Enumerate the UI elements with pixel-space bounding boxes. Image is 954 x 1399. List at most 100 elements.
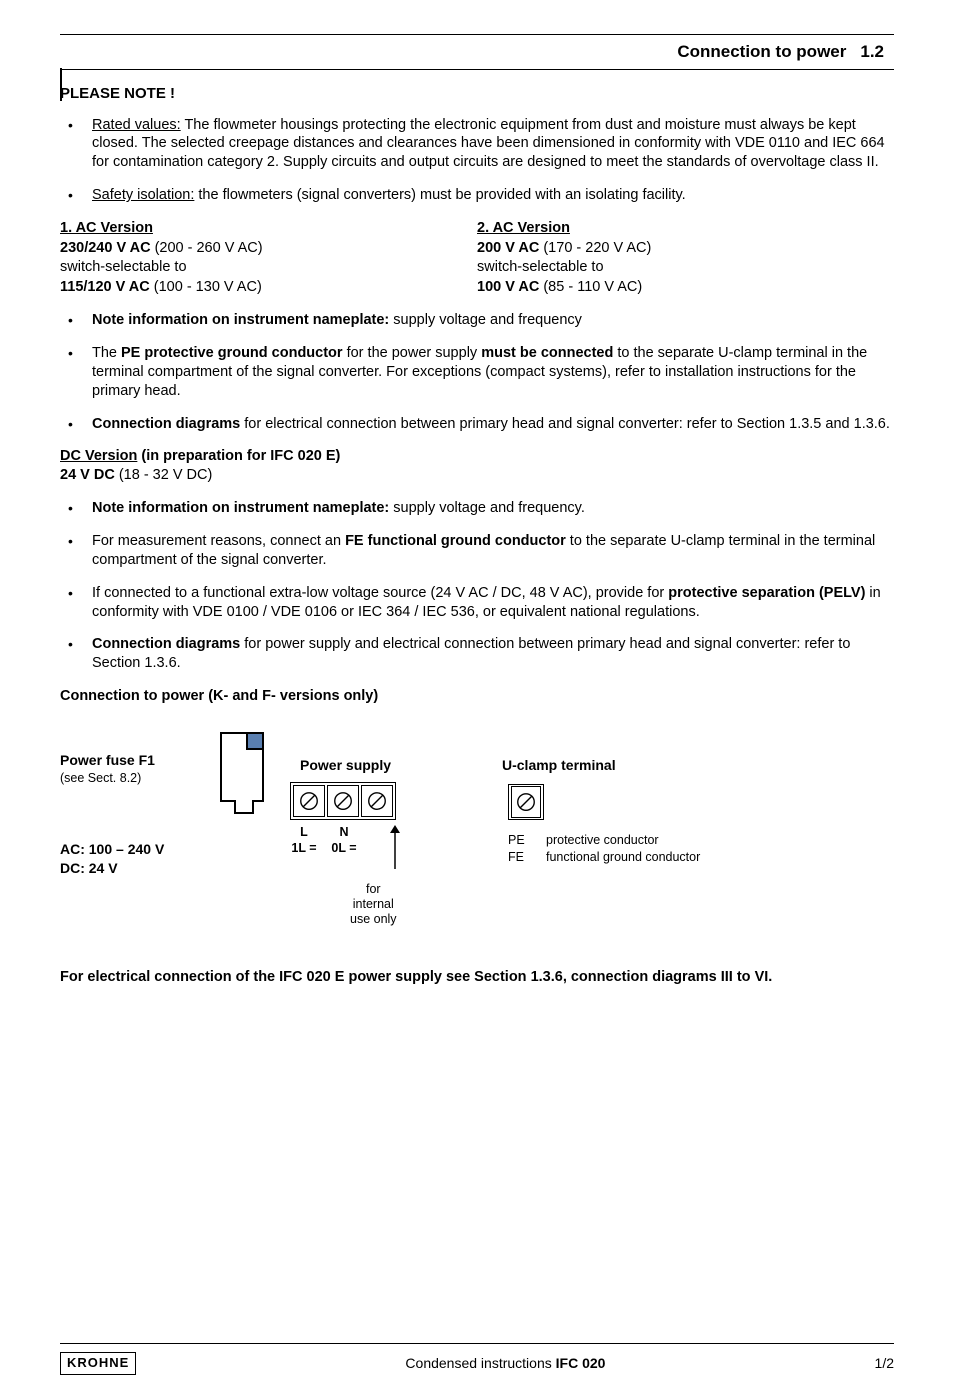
list-item: Connection diagrams for electrical conne… <box>60 415 894 434</box>
fuse-icon <box>220 732 264 802</box>
ac1-v1-range: (200 - 260 V AC) <box>151 240 263 256</box>
dc-v1: 24 V DC <box>60 467 115 483</box>
term-L: L <box>300 824 308 840</box>
ac-version-2: 2. AC Version 200 V AC (170 - 220 V AC) … <box>477 219 894 297</box>
footer-divider <box>60 1343 894 1345</box>
fuse-label-b: Power fuse F1 <box>60 752 155 768</box>
ac1-v2-range: (100 - 130 V AC) <box>150 279 262 295</box>
uclamp-terminal-icon <box>508 784 544 820</box>
fe-val: functional ground conductor <box>546 849 700 866</box>
rated-values-text: The flowmeter housings protecting the el… <box>92 117 885 171</box>
fe-pre: For measurement reasons, connect an <box>92 533 345 549</box>
ac2-switch: switch-selectable to <box>477 258 894 278</box>
pe-fe-legend: PE protective conductor FE functional gr… <box>508 832 700 866</box>
int-l2: internal <box>353 897 394 911</box>
header-left-bar <box>60 68 62 101</box>
terminal-l-icon <box>293 785 325 817</box>
list-item: The PE protective ground conductor for t… <box>60 344 894 401</box>
term-1L: 1L = <box>291 840 316 856</box>
pe-mid: for the power supply <box>343 345 482 361</box>
ac2-title: 2. AC Version <box>477 220 570 236</box>
fuse-label: Power fuse F1 (see Sect. 8.2) <box>60 752 155 787</box>
dc-version-block: DC Version (in preparation for IFC 020 E… <box>60 447 894 485</box>
term-0L: 0L = <box>331 840 356 856</box>
int-l1: for <box>366 882 381 896</box>
pe-pre: The <box>92 345 121 361</box>
pe-row: PE protective conductor <box>508 832 700 849</box>
after-diagram-note: For electrical connection of the IFC 020… <box>60 968 894 987</box>
dc-v1-range: (18 - 32 V DC) <box>115 467 213 483</box>
fuse-bottom-icon <box>234 800 254 814</box>
dc-title-u: DC Version <box>60 448 137 464</box>
term-label-n: N 0L = <box>324 824 364 857</box>
top-bullet-list: Rated values: The flowmeter housings pro… <box>60 116 894 205</box>
fuse-label-small: (see Sect. 8.2) <box>60 771 141 785</box>
int-l3: use only <box>350 912 397 926</box>
pe-b1: PE protective ground conductor <box>121 345 343 361</box>
acdc-line1: AC: 100 – 240 V <box>60 841 164 857</box>
terminal-row <box>290 782 396 820</box>
ac1-v2: 115/120 V AC <box>60 279 150 295</box>
brand-logo: KROHNE <box>60 1352 136 1375</box>
pe-val: protective conductor <box>546 832 659 849</box>
fe-b1: FE functional ground conductor <box>345 533 566 549</box>
ac2-v2-range: (85 - 110 V AC) <box>539 279 642 295</box>
ac-versions-block: 1. AC Version 230/240 V AC (200 - 260 V … <box>60 219 894 297</box>
fe-row: FE functional ground conductor <box>508 849 700 866</box>
internal-use-label: for internal use only <box>350 882 397 927</box>
ac1-title: 1. AC Version <box>60 220 153 236</box>
please-note-heading: PLEASE NOTE ! <box>60 84 894 104</box>
acdc-line2: DC: 24 V <box>60 860 118 876</box>
nameplate-ac-b: Note information on instrument nameplate… <box>92 312 389 328</box>
footer-center-pre: Condensed instructions <box>405 1355 555 1371</box>
ac1-v1: 230/240 V AC <box>60 240 151 256</box>
list-item: If connected to a functional extra-low v… <box>60 584 894 622</box>
term-label-l: L 1L = <box>284 824 324 857</box>
section-number: 1.2 <box>860 41 884 63</box>
list-item: Note information on instrument nameplate… <box>60 499 894 518</box>
dc-bullet-list: Note information on instrument nameplate… <box>60 499 894 673</box>
ac2-v1: 200 V AC <box>477 240 539 256</box>
list-item: Connection diagrams for power supply and… <box>60 635 894 673</box>
uclamp-label: U-clamp terminal <box>502 756 616 774</box>
terminal-labels: L 1L = N 0L = <box>284 824 364 857</box>
section-title: Connection to power <box>677 41 846 63</box>
ac1-switch: switch-selectable to <box>60 258 477 278</box>
conn-diag-ac-r: for electrical connection between primar… <box>240 416 890 432</box>
footer-center: Condensed instructions IFC 020 <box>136 1354 874 1372</box>
list-item: Safety isolation: the flowmeters (signal… <box>60 186 894 205</box>
list-item: For measurement reasons, connect an FE f… <box>60 532 894 570</box>
ac-bullet-list: Note information on instrument nameplate… <box>60 311 894 433</box>
terminal-gnd-icon <box>361 785 393 817</box>
connection-diagram: Power fuse F1 (see Sect. 8.2) AC: 100 – … <box>60 732 894 962</box>
ac2-v1-range: (170 - 220 V AC) <box>539 240 651 256</box>
rated-values-label: Rated values: <box>92 117 181 133</box>
pelv-pre: If connected to a functional extra-low v… <box>92 585 668 601</box>
nameplate-ac-r: supply voltage and frequency <box>389 312 582 328</box>
page-footer: KROHNE Condensed instructions IFC 020 1/… <box>60 1343 894 1375</box>
conn-diag-dc-b: Connection diagrams <box>92 636 244 652</box>
list-item: Rated values: The flowmeter housings pro… <box>60 116 894 173</box>
footer-row: KROHNE Condensed instructions IFC 020 1/… <box>60 1352 894 1375</box>
footer-center-b: IFC 020 <box>556 1355 606 1371</box>
terminal-n-icon <box>327 785 359 817</box>
dc-title-rest: (in preparation for IFC 020 E) <box>137 448 340 464</box>
document-body: PLEASE NOTE ! Rated values: The flowmete… <box>60 84 894 987</box>
term-N: N <box>339 824 348 840</box>
pe-key: PE <box>508 832 546 849</box>
connection-heading: Connection to power (K- and F- versions … <box>60 687 894 706</box>
fe-key: FE <box>508 849 546 866</box>
ac-version-1: 1. AC Version 230/240 V AC (200 - 260 V … <box>60 219 477 297</box>
safety-isolation-text: the flowmeters (signal converters) must … <box>194 187 685 203</box>
conn-diag-ac-b: Connection diagrams <box>92 416 240 432</box>
nameplate-dc-r: supply voltage and frequency. <box>389 500 585 516</box>
safety-isolation-label: Safety isolation: <box>92 187 194 203</box>
nameplate-dc-b: Note information on instrument nameplate… <box>92 500 389 516</box>
section-header: Connection to power 1.2 <box>60 34 894 70</box>
pe-b2: must be connected <box>481 345 613 361</box>
acdc-label: AC: 100 – 240 V DC: 24 V <box>60 840 164 878</box>
fuse-inner-icon <box>246 732 264 750</box>
power-supply-label: Power supply <box>300 756 391 774</box>
pelv-b1: protective separation (PELV) <box>668 585 865 601</box>
list-item: Note information on instrument nameplate… <box>60 311 894 330</box>
